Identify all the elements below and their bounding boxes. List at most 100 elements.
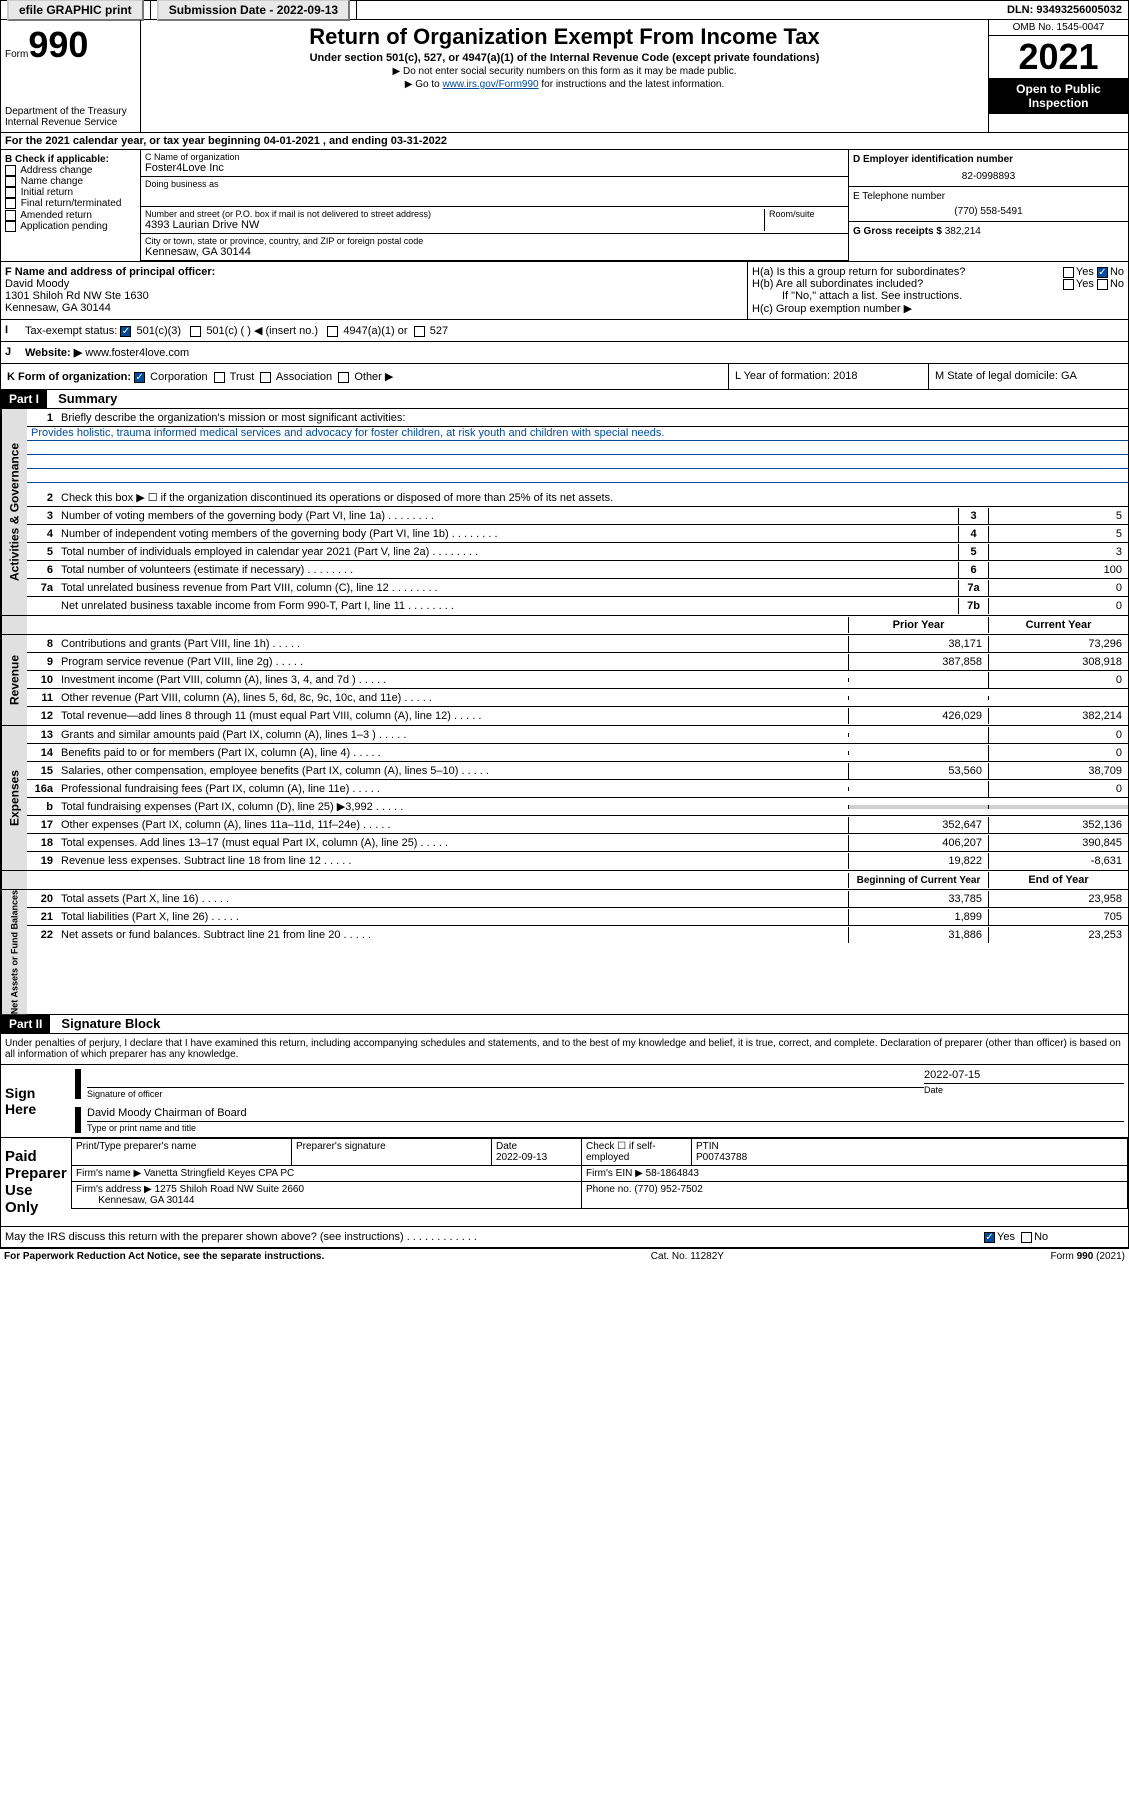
sig-date: 2022-07-15: [924, 1069, 1124, 1081]
firm-name-label: Firm's name ▶: [76, 1168, 141, 1179]
beg-year-head: Beginning of Current Year: [848, 873, 988, 888]
firm-ein-label: Firm's EIN ▶: [586, 1168, 643, 1179]
website-url[interactable]: www.foster4love.com: [85, 347, 189, 359]
dln: DLN: 93493256005032: [1001, 2, 1128, 18]
tab-revenue: Revenue: [1, 635, 27, 725]
k-label: K Form of organization:: [7, 371, 131, 383]
efile-label: efile GRAPHIC print: [1, 1, 151, 19]
check-item: Amended return: [5, 210, 136, 221]
tab-spacer: [1, 616, 27, 634]
summary-line: 3Number of voting members of the governi…: [27, 507, 1128, 525]
summary-line: 19Revenue less expenses. Subtract line 1…: [27, 852, 1128, 870]
ptin-label: PTIN: [696, 1141, 719, 1152]
officer-addr1: 1301 Shiloh Rd NW Ste 1630: [5, 290, 743, 302]
summary-line: 9Program service revenue (Part VIII, lin…: [27, 653, 1128, 671]
sig-officer-label: Signature of officer: [87, 1087, 924, 1099]
summary-line: bTotal fundraising expenses (Part IX, co…: [27, 798, 1128, 816]
ein: 82-0998893: [853, 171, 1124, 182]
tab-expenses: Expenses: [1, 726, 27, 870]
tax-year: 2021: [989, 36, 1128, 78]
form-footer: Form 990 (2021): [1051, 1251, 1125, 1262]
prep-name-label: Print/Type preparer's name: [76, 1141, 196, 1152]
summary-line: 20Total assets (Part X, line 16) . . . .…: [27, 890, 1128, 908]
sig-type-label: Type or print name and title: [87, 1121, 1124, 1133]
sig-date-label: Date: [924, 1083, 1124, 1095]
public-inspection: Open to Public Inspection: [989, 78, 1128, 114]
form-title: Return of Organization Exempt From Incom…: [149, 24, 980, 50]
corp-check: ✓: [134, 372, 145, 383]
top-bar: efile GRAPHIC print Submission Date - 20…: [0, 0, 1129, 20]
501c3-check: ✓: [120, 326, 131, 337]
row-j: J: [1, 342, 21, 363]
check-item: Application pending: [5, 221, 136, 232]
street: 4393 Laurian Drive NW: [145, 219, 764, 231]
check-if-label: B Check if applicable:: [5, 154, 136, 165]
summary-line: 17Other expenses (Part IX, column (A), l…: [27, 816, 1128, 834]
summary-line: Net unrelated business taxable income fr…: [27, 597, 1128, 615]
summary-line: 10Investment income (Part VIII, column (…: [27, 671, 1128, 689]
hb-row: H(b) Are all subordinates included? Yes …: [752, 278, 1124, 290]
firm-name: Vanetta Stringfield Keyes CPA PC: [144, 1168, 294, 1179]
ssn-note: ▶ Do not enter social security numbers o…: [149, 66, 980, 77]
mission-text: Provides holistic, trauma informed medic…: [27, 427, 1128, 441]
discuss-no: [1021, 1232, 1032, 1243]
declaration: Under penalties of perjury, I declare th…: [0, 1034, 1129, 1065]
section-bcdefg: B Check if applicable: Address change Na…: [0, 150, 1129, 262]
form-header: Form990 Department of the Treasury Inter…: [0, 20, 1129, 133]
check-item: Initial return: [5, 187, 136, 198]
prep-self-emp: Check ☐ if self-employed: [586, 1141, 656, 1163]
check-item: Final return/terminated: [5, 198, 136, 209]
summary-line: 11Other revenue (Part VIII, column (A), …: [27, 689, 1128, 707]
officer-name: David Moody: [5, 278, 743, 290]
prep-date: 2022-09-13: [496, 1152, 547, 1163]
city: Kennesaw, GA 30144: [145, 246, 844, 258]
phone-label: E Telephone number: [853, 191, 1124, 202]
summary-line: 8Contributions and grants (Part VIII, li…: [27, 635, 1128, 653]
summary-line: 14Benefits paid to or for members (Part …: [27, 744, 1128, 762]
irs-label: Internal Revenue Service: [5, 117, 136, 128]
end-year-head: End of Year: [988, 872, 1128, 888]
ein-label: D Employer identification number: [853, 154, 1124, 165]
org-name: Foster4Love Inc: [145, 162, 844, 174]
summary-line: 21Total liabilities (Part X, line 26) . …: [27, 908, 1128, 926]
sign-here: Sign Here: [1, 1065, 71, 1137]
part1-header: Part I: [1, 390, 47, 408]
room-label: Room/suite: [769, 209, 844, 219]
dept-treasury: Department of the Treasury: [5, 106, 136, 117]
part2-header: Part II: [1, 1015, 50, 1033]
part2-title: Signature Block: [53, 1014, 168, 1033]
check-item: Address change: [5, 165, 136, 176]
irs-link[interactable]: www.irs.gov/Form990: [442, 79, 538, 90]
form-number: 990: [28, 24, 88, 65]
ptin: P00743788: [696, 1152, 747, 1163]
may-irs-discuss: May the IRS discuss this return with the…: [5, 1231, 984, 1243]
ha-row: H(a) Is this a group return for subordin…: [752, 266, 1124, 278]
officer-label: F Name and address of principal officer:: [5, 266, 743, 278]
hc-label: H(c) Group exemption number ▶: [752, 302, 1124, 315]
summary-line: 18Total expenses. Add lines 13–17 (must …: [27, 834, 1128, 852]
summary-line: 7aTotal unrelated business revenue from …: [27, 579, 1128, 597]
tax-exempt-label: Tax-exempt status:: [25, 325, 117, 337]
tab-governance: Activities & Governance: [1, 409, 27, 615]
summary-line: 15Salaries, other compensation, employee…: [27, 762, 1128, 780]
tax-year-range: For the 2021 calendar year, or tax year …: [0, 133, 1129, 150]
submission-date: Submission Date - 2022-09-13: [151, 1, 357, 19]
discuss-yes: ✓: [984, 1232, 995, 1243]
prep-date-label: Date: [496, 1141, 517, 1152]
firm-addr2: Kennesaw, GA 30144: [98, 1195, 194, 1206]
gross-receipts: 382,214: [945, 226, 981, 237]
row-i: I: [1, 320, 21, 341]
form-subtitle: Under section 501(c), 527, or 4947(a)(1)…: [149, 52, 980, 64]
summary-line: 16aProfessional fundraising fees (Part I…: [27, 780, 1128, 798]
firm-ein: 58-1864843: [646, 1168, 699, 1179]
city-label: City or town, state or province, country…: [145, 236, 844, 246]
summary-line: 12Total revenue—add lines 8 through 11 (…: [27, 707, 1128, 725]
omb-number: OMB No. 1545-0047: [989, 20, 1128, 36]
line2: Check this box ▶ ☐ if the organization d…: [57, 489, 1128, 506]
paperwork-notice: For Paperwork Reduction Act Notice, see …: [4, 1251, 324, 1262]
firm-addr1: 1275 Shiloh Road NW Suite 2660: [155, 1184, 305, 1195]
prep-sig-label: Preparer's signature: [296, 1141, 386, 1152]
summary-line: 22Net assets or fund balances. Subtract …: [27, 926, 1128, 944]
firm-phone-label: Phone no.: [586, 1184, 632, 1195]
firm-phone: (770) 952-7502: [634, 1184, 702, 1195]
